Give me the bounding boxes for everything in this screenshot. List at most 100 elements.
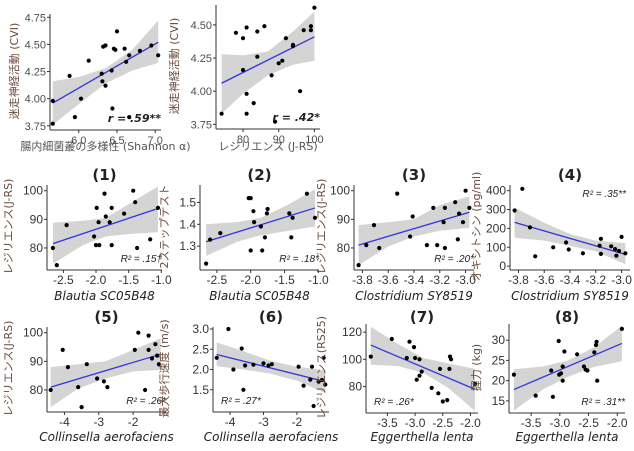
y-axis-label: オキシトシン (pg/ml) — [470, 172, 483, 282]
data-point — [156, 362, 161, 367]
data-point — [301, 383, 306, 388]
data-point — [79, 405, 84, 410]
data-point — [467, 205, 472, 210]
x-tick-label: -1.0 — [308, 273, 329, 287]
y-axis-label: レジリエンス(J-RS) — [2, 321, 15, 417]
data-point — [208, 237, 213, 242]
data-point — [50, 98, 55, 103]
data-point — [48, 387, 53, 393]
y-tick-label: 4.50 — [25, 39, 46, 51]
y-tick-label: 100 — [330, 184, 350, 198]
data-point — [560, 378, 565, 383]
y-tick-label: 4.00 — [25, 94, 46, 106]
y-tick-label: 100 — [486, 240, 506, 254]
data-point — [413, 355, 418, 361]
data-point — [101, 379, 106, 384]
panel-title: (7) — [410, 308, 434, 326]
data-point — [410, 214, 415, 219]
y-tick-label: 100 — [23, 184, 43, 198]
data-point — [131, 188, 136, 193]
data-point — [442, 245, 447, 251]
data-point — [103, 43, 108, 48]
data-point — [290, 215, 295, 220]
data-point — [50, 121, 55, 126]
data-point — [127, 53, 132, 58]
data-point — [143, 387, 148, 393]
data-point — [549, 368, 554, 373]
data-point — [65, 365, 70, 370]
data-point — [103, 83, 108, 88]
stat-annotation: r = .42* — [272, 111, 320, 124]
x-tick-label: -2 — [292, 415, 303, 429]
panel-p1: 80 90 100 -2.5 -2.0 -1.5 -1.0 Blautia SC05B48 レジ… — [2, 166, 172, 303]
x-tick-label: 6.0 — [71, 135, 86, 147]
y-axis-label: 迷走神経活動 (CVI) — [167, 18, 181, 115]
data-point — [429, 385, 434, 390]
data-point — [110, 106, 115, 111]
x-tick-label: 100 — [305, 134, 323, 146]
data-point — [455, 237, 460, 242]
data-point — [240, 67, 246, 73]
x-tick-label: -1.5 — [118, 273, 139, 287]
data-point — [368, 354, 373, 359]
y-tick-label: 120 — [342, 325, 362, 339]
data-point — [214, 355, 219, 360]
data-point — [133, 200, 138, 205]
data-point — [50, 245, 56, 251]
data-point — [127, 115, 132, 120]
confidence-band — [370, 326, 475, 411]
data-point — [109, 243, 114, 248]
data-point — [273, 119, 278, 124]
data-point — [97, 243, 102, 248]
stat-annotation: R² = .26* — [126, 396, 167, 407]
data-point — [103, 214, 108, 219]
data-point — [269, 362, 274, 367]
y-tick-label: 4.75 — [25, 12, 46, 24]
data-point — [94, 205, 99, 210]
y-tick-label: 3.75 — [25, 121, 46, 133]
y-tick-label: 1.5 — [179, 195, 196, 209]
data-point — [556, 338, 561, 344]
y-axis-label: 迷走神経活動 (CVI) — [7, 23, 21, 120]
data-point — [149, 356, 155, 361]
data-point — [364, 243, 369, 248]
data-point — [264, 211, 269, 216]
x-tick-label: 7.0 — [148, 135, 163, 147]
data-point — [562, 349, 567, 354]
data-point — [231, 367, 236, 372]
y-axis-label: 握力 (kg) — [469, 344, 483, 391]
data-point — [581, 364, 587, 369]
data-point — [276, 61, 281, 66]
data-point — [312, 215, 318, 220]
data-point — [155, 353, 160, 358]
data-point — [311, 403, 316, 409]
stat-annotation: R² = .31** — [581, 397, 626, 408]
data-point — [356, 263, 361, 268]
data-point — [445, 398, 450, 403]
data-point — [265, 206, 270, 212]
x-tick-label: -3.0 — [405, 416, 426, 430]
x-tick-label: -3.8 — [508, 273, 529, 287]
data-point — [417, 357, 422, 362]
data-point — [255, 54, 260, 59]
data-point — [437, 366, 443, 371]
data-point — [93, 243, 99, 248]
data-point — [560, 364, 565, 369]
data-point — [321, 355, 326, 360]
data-point — [72, 115, 77, 120]
data-point — [407, 339, 412, 344]
x-tick-label: -3.0 — [549, 416, 570, 430]
regression-line — [221, 36, 315, 84]
data-point — [389, 336, 394, 342]
y-tick-label: 3.75 — [191, 119, 212, 131]
data-point — [149, 43, 154, 48]
x-tick-label: -3 — [93, 415, 104, 429]
data-point — [457, 211, 462, 216]
data-point — [86, 58, 91, 63]
x-axis-label: Clostridium SY8519 — [355, 289, 473, 303]
data-point — [102, 191, 107, 196]
y-tick-label: 4.25 — [25, 67, 46, 79]
panel-title: (1) — [92, 166, 116, 184]
